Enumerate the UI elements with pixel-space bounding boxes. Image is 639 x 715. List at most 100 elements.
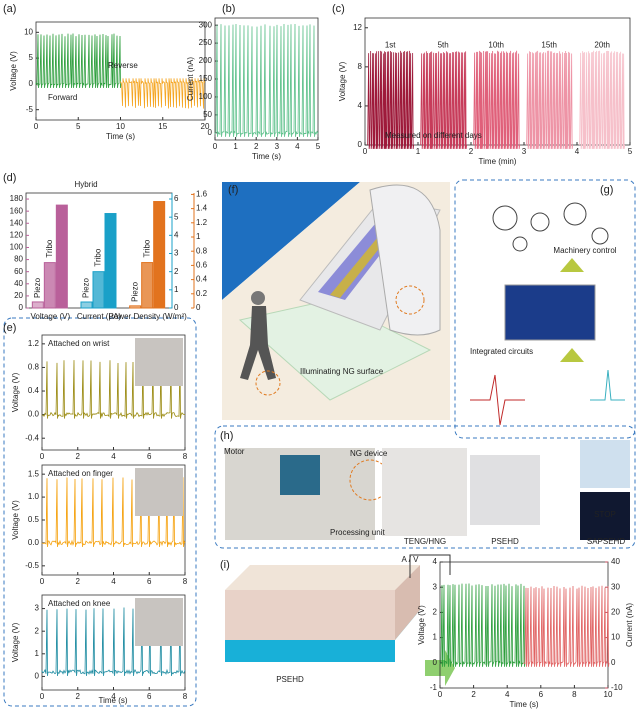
label: PSEHD	[491, 537, 519, 546]
x-tick-label: 8	[183, 577, 188, 586]
y-tick-label: 20	[14, 291, 23, 300]
y-tick-label: 5	[174, 212, 179, 221]
label: Integrated circuits	[470, 347, 533, 356]
x-tick-label: 5	[628, 147, 633, 156]
panel-label: (e)	[3, 322, 16, 334]
y-tick-label: -1	[430, 683, 438, 692]
y-tick-label: 1	[196, 232, 201, 241]
x-tick-label: 8	[572, 690, 577, 699]
y-tick-label: -0.5	[25, 561, 39, 570]
label: 10th	[488, 40, 504, 49]
label: Hybrid	[74, 180, 97, 189]
bar-label: Piezo	[33, 277, 42, 298]
signal-trace	[439, 583, 526, 667]
y-tick-label: 1.4	[196, 204, 208, 213]
y2-tick-label: -10	[611, 683, 623, 692]
y-tick-label: 60	[14, 267, 23, 276]
x-tick-label: 5	[316, 142, 321, 151]
y-tick-label: 120	[10, 230, 24, 239]
y-tick-label: 0.0	[28, 538, 40, 547]
y-tick-label: 10	[24, 27, 33, 36]
label: Time (s)	[106, 132, 135, 141]
x-tick-label: 1	[416, 147, 421, 156]
label: Forward	[48, 93, 77, 102]
signal-trace	[473, 50, 521, 150]
label: Voltage (V)	[11, 372, 20, 412]
y-tick-label: 4	[433, 557, 438, 566]
x-tick-label: 2	[254, 142, 259, 151]
label: Attached on knee	[48, 599, 111, 608]
y-tick-label: 0.0	[28, 410, 40, 419]
label: Time (s)	[509, 700, 538, 709]
panel-label: (b)	[222, 3, 235, 15]
label: Time (s)	[98, 696, 127, 705]
signal-trace	[526, 50, 574, 150]
label: 20th	[594, 40, 610, 49]
y-tick-label: 0.6	[196, 261, 208, 270]
label: Attached on wrist	[48, 339, 110, 348]
y-tick-label: 2	[174, 267, 179, 276]
bar-label: Piezo	[130, 281, 139, 302]
y2-tick-label: 10	[611, 633, 620, 642]
x-tick-label: 2	[469, 147, 474, 156]
y-tick-label: 4	[174, 230, 179, 239]
label: A / V	[402, 555, 420, 564]
x-tick-label: 3	[275, 142, 280, 151]
x-tick-label: 0	[213, 142, 218, 151]
x-tick-label: 2	[471, 690, 476, 699]
label: Attached on finger	[48, 469, 113, 478]
bar-label: Tribo	[45, 239, 54, 257]
label: Motor	[224, 447, 245, 456]
signal-trace	[214, 23, 319, 137]
x-tick-label: 20	[201, 122, 210, 131]
label: PSEHD	[276, 675, 304, 684]
y2-label: Current (nA)	[625, 603, 634, 647]
y2-tick-label: 0	[611, 658, 616, 667]
x-tick-label: 6	[147, 692, 152, 701]
y-tick-label: 0	[174, 303, 179, 312]
signal-trace	[120, 78, 205, 109]
x-tick-label: 10	[116, 122, 125, 131]
x-tick-label: Power Density (W/m²)	[109, 312, 188, 321]
y-tick-label: 1	[174, 285, 179, 294]
device-illustration	[225, 554, 455, 686]
x-tick-label: 4	[111, 692, 116, 701]
x-tick-label: 4	[295, 142, 300, 151]
y-tick-label: 250	[199, 38, 213, 47]
x-tick-label: 8	[183, 452, 188, 461]
y-tick-label: 0	[196, 303, 201, 312]
x-tick-label: 6	[147, 452, 152, 461]
bar	[31, 301, 44, 309]
y-tick-label: 3	[174, 249, 179, 258]
signal-trace	[420, 51, 468, 150]
y-tick-label: 300	[199, 20, 213, 29]
label: Voltage (V)	[338, 61, 347, 101]
x-tick-label: 15	[158, 122, 167, 131]
label: Voltage (V)	[417, 605, 426, 645]
label: SAPSEHD	[587, 537, 625, 546]
bar	[153, 201, 166, 309]
y2-tick-label: 30	[611, 582, 620, 591]
setup-photos	[225, 440, 630, 540]
bar	[92, 271, 105, 309]
bar	[104, 213, 117, 309]
x-tick-label: 5	[76, 122, 81, 131]
y-tick-label: 3	[433, 582, 438, 591]
y-tick-label: 4	[358, 101, 363, 110]
label: NG device	[350, 449, 388, 458]
y-tick-label: 1.2	[28, 339, 40, 348]
y-tick-label: 3	[35, 604, 40, 613]
y-tick-label: 1.2	[196, 218, 208, 227]
y-tick-label: 1.6	[196, 190, 208, 199]
y-tick-label: 0	[19, 303, 24, 312]
x-tick-label: 3	[522, 147, 527, 156]
y-tick-label: 100	[199, 92, 213, 101]
x-tick-label: 4	[111, 452, 116, 461]
y-tick-label: 0.5	[28, 515, 40, 524]
label: Illuminating NG surface	[300, 367, 384, 376]
label: STOP	[594, 510, 616, 519]
x-tick-label: Voltage (V)	[31, 312, 71, 321]
x-tick-label: 10	[604, 690, 613, 699]
y-tick-label: 12	[353, 23, 362, 32]
label: Current (nA)	[186, 57, 195, 101]
